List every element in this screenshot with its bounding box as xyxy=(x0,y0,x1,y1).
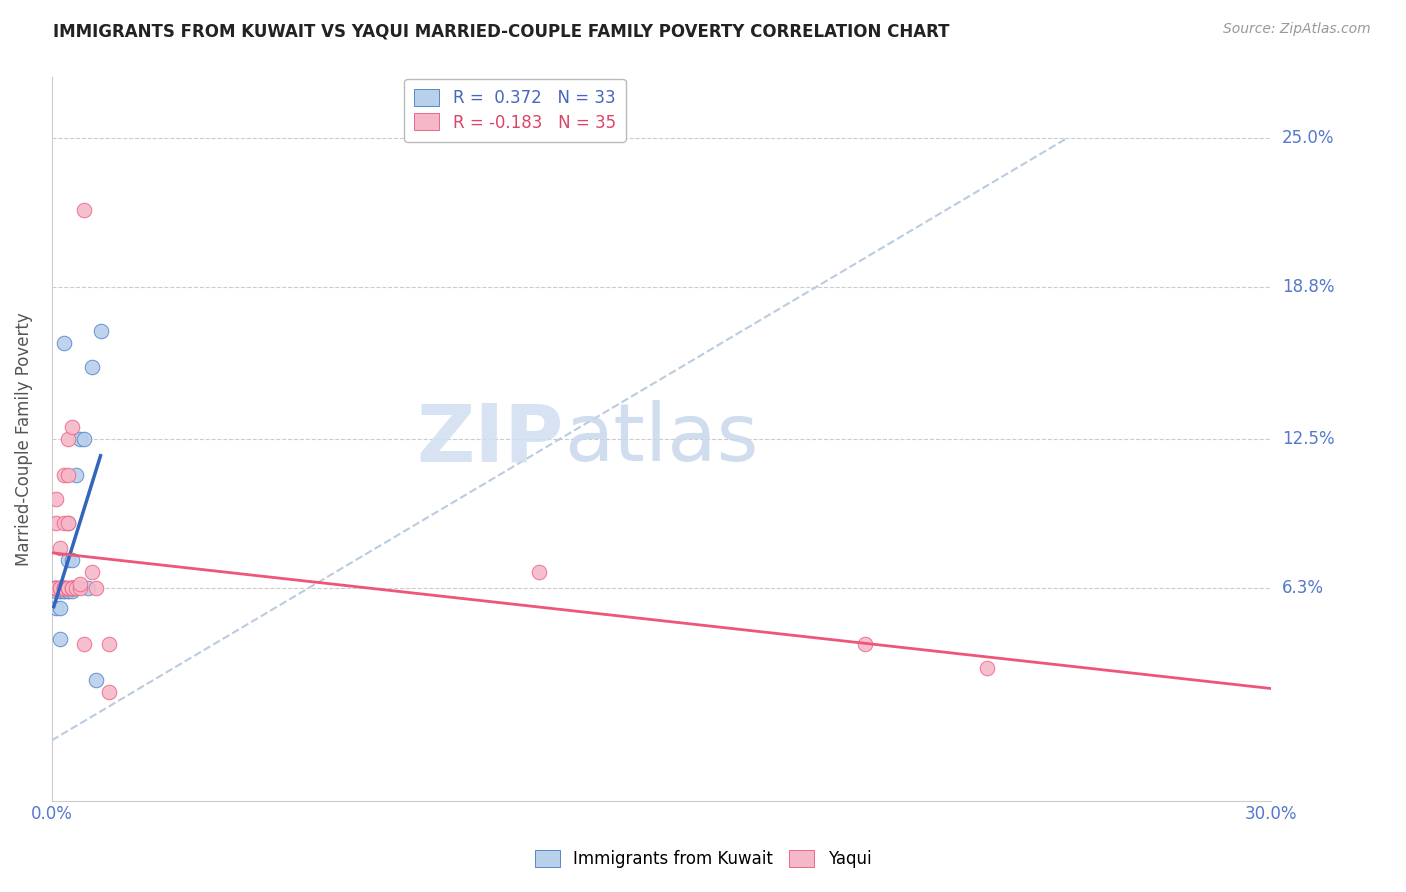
Point xyxy=(82,359,104,374)
Point xyxy=(46,582,69,596)
Point xyxy=(60,582,83,596)
Point xyxy=(56,552,79,566)
Text: atlas: atlas xyxy=(564,400,758,478)
Point xyxy=(52,468,75,483)
Point xyxy=(56,516,79,531)
Point xyxy=(45,492,67,507)
Point xyxy=(49,582,72,596)
Point xyxy=(52,582,75,596)
Point xyxy=(97,637,120,651)
Point xyxy=(52,582,75,596)
Point xyxy=(65,468,87,483)
Point xyxy=(60,583,83,598)
Point xyxy=(529,565,551,579)
Point xyxy=(45,516,67,531)
Point xyxy=(49,582,72,596)
Point xyxy=(42,582,65,596)
Point xyxy=(73,432,96,446)
Text: 25.0%: 25.0% xyxy=(1282,128,1334,146)
Point xyxy=(52,582,75,596)
Point xyxy=(45,582,67,596)
Point xyxy=(52,583,75,598)
Point xyxy=(976,661,998,675)
Text: Source: ZipAtlas.com: Source: ZipAtlas.com xyxy=(1223,22,1371,37)
Point xyxy=(56,468,79,483)
Text: 6.3%: 6.3% xyxy=(1282,580,1324,598)
Point xyxy=(853,637,876,651)
Point xyxy=(86,673,108,687)
Text: 12.5%: 12.5% xyxy=(1282,430,1334,448)
Point xyxy=(97,685,120,699)
Point xyxy=(49,541,72,555)
Point xyxy=(86,582,108,596)
Point xyxy=(82,565,104,579)
Point xyxy=(45,582,67,596)
Point xyxy=(52,335,75,350)
Point xyxy=(49,632,72,646)
Text: ZIP: ZIP xyxy=(416,400,564,478)
Point xyxy=(56,583,79,598)
Point xyxy=(56,582,79,596)
Point xyxy=(52,582,75,596)
Point xyxy=(45,583,67,598)
Point xyxy=(52,583,75,598)
Point xyxy=(65,582,87,596)
Point xyxy=(69,432,91,446)
Point xyxy=(56,583,79,598)
Point xyxy=(49,582,72,596)
Point xyxy=(77,582,100,596)
Point xyxy=(49,583,72,598)
Point xyxy=(56,516,79,531)
Point xyxy=(73,202,96,217)
Legend: Immigrants from Kuwait, Yaqui: Immigrants from Kuwait, Yaqui xyxy=(527,843,879,875)
Point xyxy=(45,582,67,596)
Legend: R =  0.372   N = 33, R = -0.183   N = 35: R = 0.372 N = 33, R = -0.183 N = 35 xyxy=(405,78,626,142)
Point xyxy=(89,324,111,338)
Point xyxy=(42,582,65,596)
Point xyxy=(65,582,87,596)
Point xyxy=(56,582,79,596)
Point xyxy=(45,600,67,615)
Point xyxy=(52,516,75,531)
Point xyxy=(69,576,91,591)
Point xyxy=(52,582,75,596)
Point xyxy=(60,582,83,596)
Point xyxy=(52,582,75,596)
Point xyxy=(73,637,96,651)
Point xyxy=(56,432,79,446)
Point xyxy=(60,582,83,596)
Y-axis label: Married-Couple Family Poverty: Married-Couple Family Poverty xyxy=(15,312,32,566)
Point xyxy=(49,600,72,615)
Text: 18.8%: 18.8% xyxy=(1282,278,1334,296)
Point xyxy=(69,582,91,596)
Point xyxy=(56,582,79,596)
Point xyxy=(49,583,72,598)
Point xyxy=(60,420,83,434)
Point xyxy=(60,582,83,596)
Point xyxy=(60,552,83,566)
Point xyxy=(60,582,83,596)
Text: IMMIGRANTS FROM KUWAIT VS YAQUI MARRIED-COUPLE FAMILY POVERTY CORRELATION CHART: IMMIGRANTS FROM KUWAIT VS YAQUI MARRIED-… xyxy=(53,22,950,40)
Point xyxy=(60,582,83,596)
